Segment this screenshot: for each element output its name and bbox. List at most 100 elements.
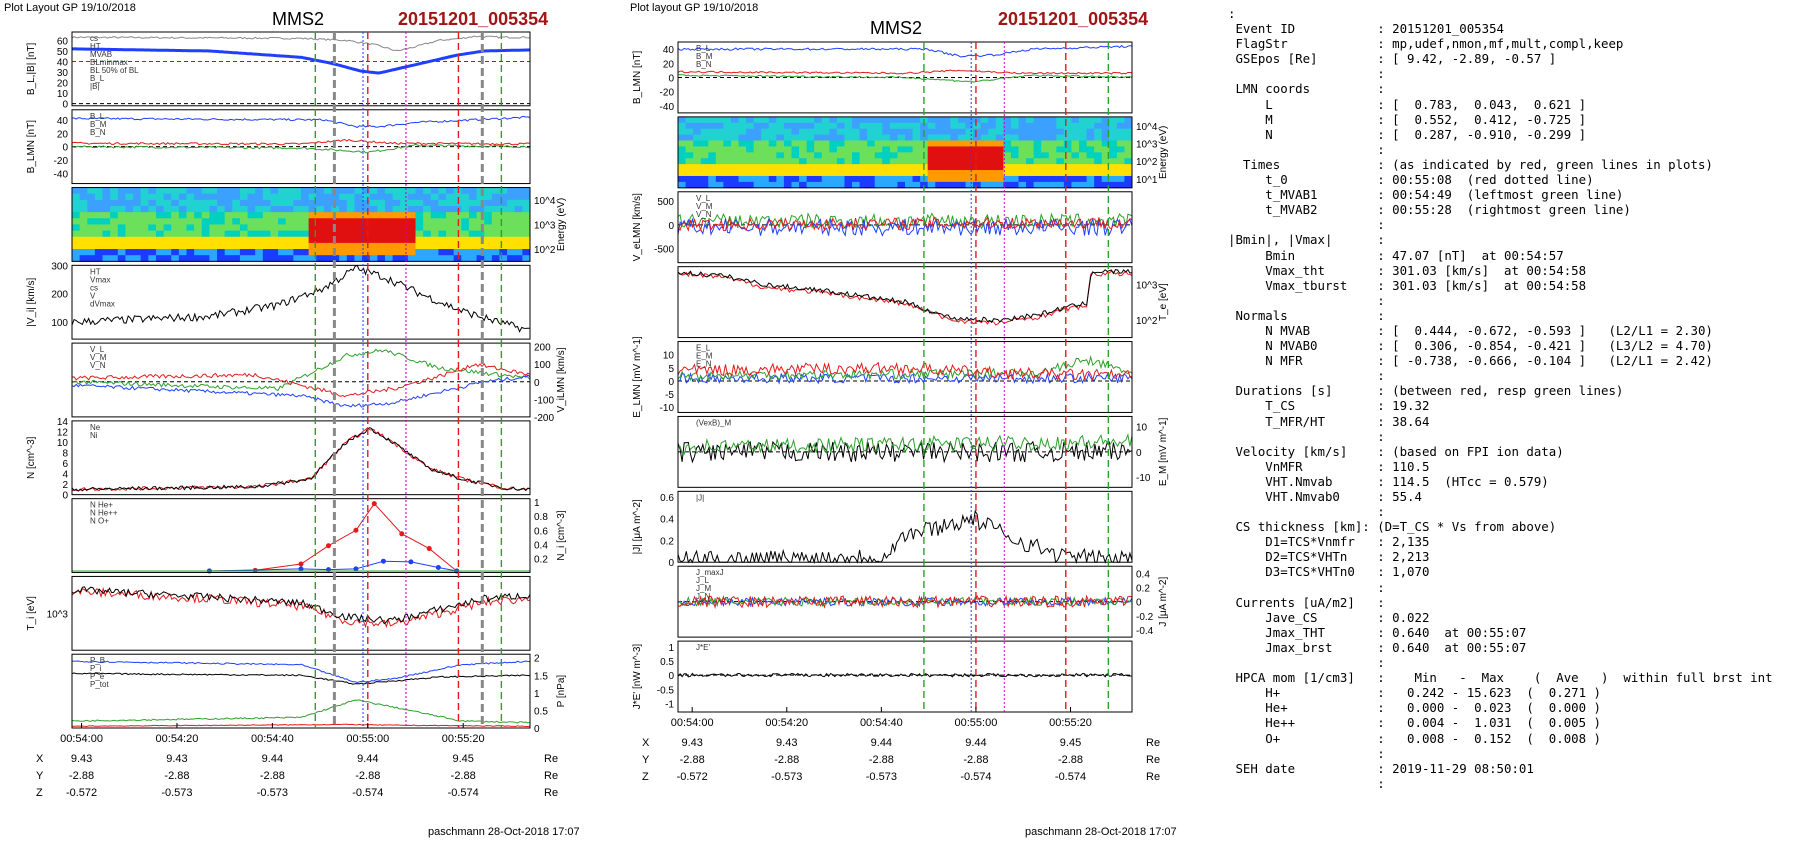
spectrogram-cell xyxy=(262,206,271,213)
spectrogram-cell xyxy=(438,249,447,256)
spectrogram-cell xyxy=(1086,122,1095,130)
spectrogram-cell xyxy=(905,140,914,147)
spectrogram-cell xyxy=(685,146,694,153)
spectrogram-cell xyxy=(194,212,203,219)
spectrogram-cell xyxy=(72,206,81,213)
spectrogram-cell xyxy=(285,242,294,250)
spectrogram-cell xyxy=(278,230,287,238)
series-line xyxy=(677,268,1133,324)
spectrogram-cell xyxy=(232,206,241,213)
spectrogram-cell xyxy=(262,224,271,232)
spectrogram-cell xyxy=(935,134,944,142)
position-value: -2.88 xyxy=(1058,754,1083,766)
spectrogram-cell xyxy=(392,236,401,244)
y-tick-label: 1 xyxy=(534,689,540,700)
spectrogram-cell xyxy=(201,224,210,232)
spectrogram-cell xyxy=(1003,181,1012,189)
spectrogram-cell xyxy=(438,236,447,244)
spectrogram-cell xyxy=(308,206,317,213)
spectrogram-cell xyxy=(920,158,929,165)
spectrogram-cell xyxy=(400,255,409,262)
spectrogram-cell xyxy=(217,255,226,262)
spectrogram-cell xyxy=(201,249,210,256)
spectrogram-cell xyxy=(995,128,1004,136)
spectrogram-cell xyxy=(783,181,792,189)
spectrogram-cell xyxy=(1018,175,1027,183)
info-line: : xyxy=(1228,428,1385,444)
spectrogram-cell xyxy=(882,152,891,159)
spectrogram-cell xyxy=(194,224,203,232)
series-line xyxy=(677,594,1133,610)
spectrogram-cell xyxy=(897,140,906,147)
spectrogram-cell xyxy=(791,175,800,183)
spectrogram-cell xyxy=(94,236,104,244)
spectrogram-cell xyxy=(255,255,264,262)
info-line: CS thickness [km]: (D=T_CS * Vs from abo… xyxy=(1228,519,1557,535)
spectrogram-cell xyxy=(339,224,348,232)
spectrogram-cell xyxy=(988,140,997,147)
spectrogram-cell xyxy=(186,224,195,232)
spectrogram-cell xyxy=(874,158,883,165)
spectrogram-cell xyxy=(438,230,447,238)
spectrogram-cell xyxy=(746,170,755,177)
y-tick-label: 0.5 xyxy=(534,706,548,717)
position-value: 9.43 xyxy=(776,737,797,749)
spectrogram-cell xyxy=(882,170,891,177)
spectrogram-cell xyxy=(278,242,287,250)
spectrogram-cell xyxy=(186,218,195,225)
spectrogram-cell xyxy=(980,152,989,159)
spectrogram-cell xyxy=(905,158,914,165)
spectrogram-cell xyxy=(700,134,709,142)
spectrogram-cell xyxy=(423,218,432,225)
spectrogram-cell xyxy=(201,193,210,201)
spectrogram-cell xyxy=(746,116,755,124)
y-tick-label: -20 xyxy=(660,88,675,99)
spectrogram-cell xyxy=(1010,134,1019,142)
spectrogram-cell xyxy=(87,242,96,250)
spectrogram-cell xyxy=(400,224,409,232)
spectrogram-cell xyxy=(776,122,785,130)
spectrogram-cell xyxy=(461,212,470,219)
spectrogram-cell xyxy=(783,140,792,147)
spectrogram-cell xyxy=(942,152,951,159)
spectrogram-cell xyxy=(783,164,792,171)
spectrogram-cell xyxy=(1063,170,1072,177)
spectrogram-cell xyxy=(308,242,317,250)
spectrogram-cell xyxy=(285,193,294,201)
legend-entry: J*E' xyxy=(696,643,710,652)
spectrogram-cell xyxy=(346,193,355,201)
spectrogram-cell xyxy=(1033,134,1042,142)
spectrogram-cell xyxy=(255,206,264,213)
spectrogram-cell xyxy=(125,199,134,207)
spectrogram-cell xyxy=(1003,158,1012,165)
spectrogram-cell xyxy=(708,181,717,189)
spectrogram-cell xyxy=(1101,152,1110,159)
spectrogram-cell xyxy=(423,242,432,250)
spectrogram-cell xyxy=(882,146,891,153)
spectrogram-cell xyxy=(761,181,770,189)
spectrogram-cell xyxy=(980,122,989,130)
spectrogram-cell xyxy=(491,230,500,238)
position-value: -2.88 xyxy=(680,754,705,766)
position-unit: Re xyxy=(1146,754,1160,766)
spectrogram-cell xyxy=(522,255,531,262)
spectrogram-cell xyxy=(965,134,974,142)
spectrogram-cell xyxy=(346,199,355,207)
spectrogram-cell xyxy=(163,224,172,232)
spectrogram-cell xyxy=(700,146,709,153)
spectrogram-cell xyxy=(339,206,348,213)
spectrogram-cell xyxy=(1048,158,1057,165)
spectrogram-cell xyxy=(973,146,982,153)
spectrogram-cell xyxy=(423,249,432,256)
y-tick-label: 0 xyxy=(62,143,68,154)
spectrogram-cell xyxy=(799,134,808,142)
spectrogram-cell xyxy=(995,164,1004,171)
spectrogram-cell xyxy=(110,236,119,244)
y-tick-label: 0 xyxy=(62,491,68,502)
spectrogram-cell xyxy=(1086,170,1095,177)
spectrogram-cell xyxy=(301,224,310,232)
spectrogram-cell xyxy=(1116,164,1125,171)
spectrogram-cell xyxy=(94,193,104,201)
x-tick-label: 00:55:20 xyxy=(442,733,485,745)
spectrogram-cell xyxy=(942,164,951,171)
